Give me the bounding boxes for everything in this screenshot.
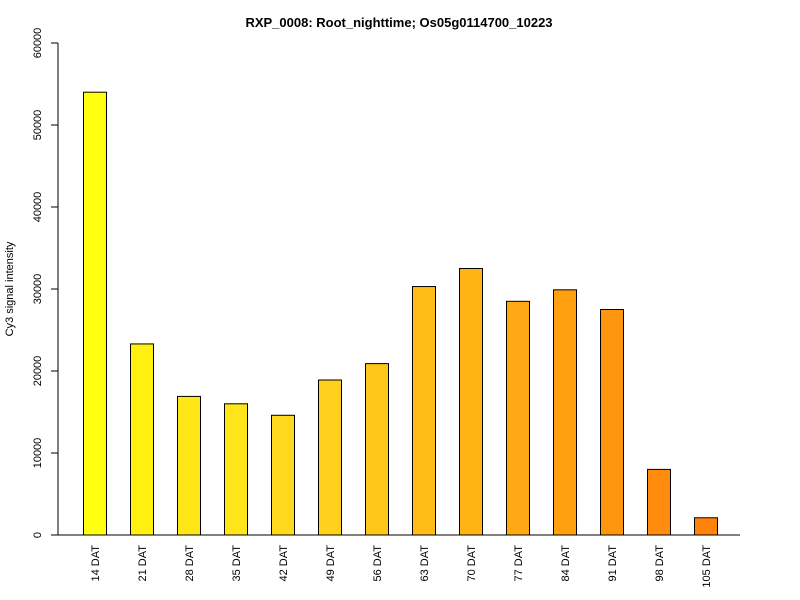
x-tick-label: 98 DAT	[654, 545, 666, 582]
x-axis-tick-labels: 14 DAT 21 DAT 28 DAT 35 DAT 42 DAT 49 DAT 56 D…	[90, 545, 713, 588]
y-tick-label: 30000	[32, 274, 44, 305]
x-tick-label: 14 DAT	[90, 545, 102, 582]
x-tick-label: 21 DAT	[137, 545, 149, 582]
y-tick-label: 20000	[32, 356, 44, 387]
y-tick-label: 40000	[32, 192, 44, 223]
y-axis-label: Cy3 signal intensity	[4, 241, 16, 336]
x-tick-label: 49 DAT	[325, 545, 337, 582]
x-tick-label: 63 DAT	[419, 545, 431, 582]
bar	[600, 309, 624, 536]
bar	[647, 468, 671, 536]
bars	[83, 91, 718, 536]
x-tick-label: 28 DAT	[184, 545, 196, 582]
bar	[553, 289, 577, 536]
bar	[130, 343, 154, 536]
x-tick-label: 42 DAT	[278, 545, 290, 582]
y-tick-label: 0	[32, 532, 44, 538]
x-tick-label: 77 DAT	[513, 545, 525, 582]
bar	[318, 379, 342, 536]
bar	[506, 300, 530, 536]
bar	[224, 403, 248, 536]
bar	[83, 91, 107, 536]
bar	[459, 268, 483, 536]
x-tick-label: 105 DAT	[701, 545, 713, 588]
y-tick-label: 10000	[32, 438, 44, 469]
x-tick-label: 35 DAT	[231, 545, 243, 582]
y-tick-label: 50000	[32, 110, 44, 141]
bar	[412, 286, 436, 536]
bar	[177, 395, 201, 536]
bar	[365, 363, 389, 536]
x-tick-label: 56 DAT	[372, 545, 384, 582]
x-tick-label: 70 DAT	[466, 545, 478, 582]
x-tick-label: 84 DAT	[560, 545, 572, 582]
bar	[271, 414, 295, 536]
y-axis-ticks: 0 10000 20000 30000 40000 50000 60000	[32, 28, 58, 538]
x-tick-label: 91 DAT	[607, 545, 619, 582]
bar	[694, 517, 718, 536]
y-tick-label: 60000	[32, 28, 44, 59]
chart-title: RXP_0008: Root_nighttime; Os05g0114700_1…	[245, 15, 552, 30]
